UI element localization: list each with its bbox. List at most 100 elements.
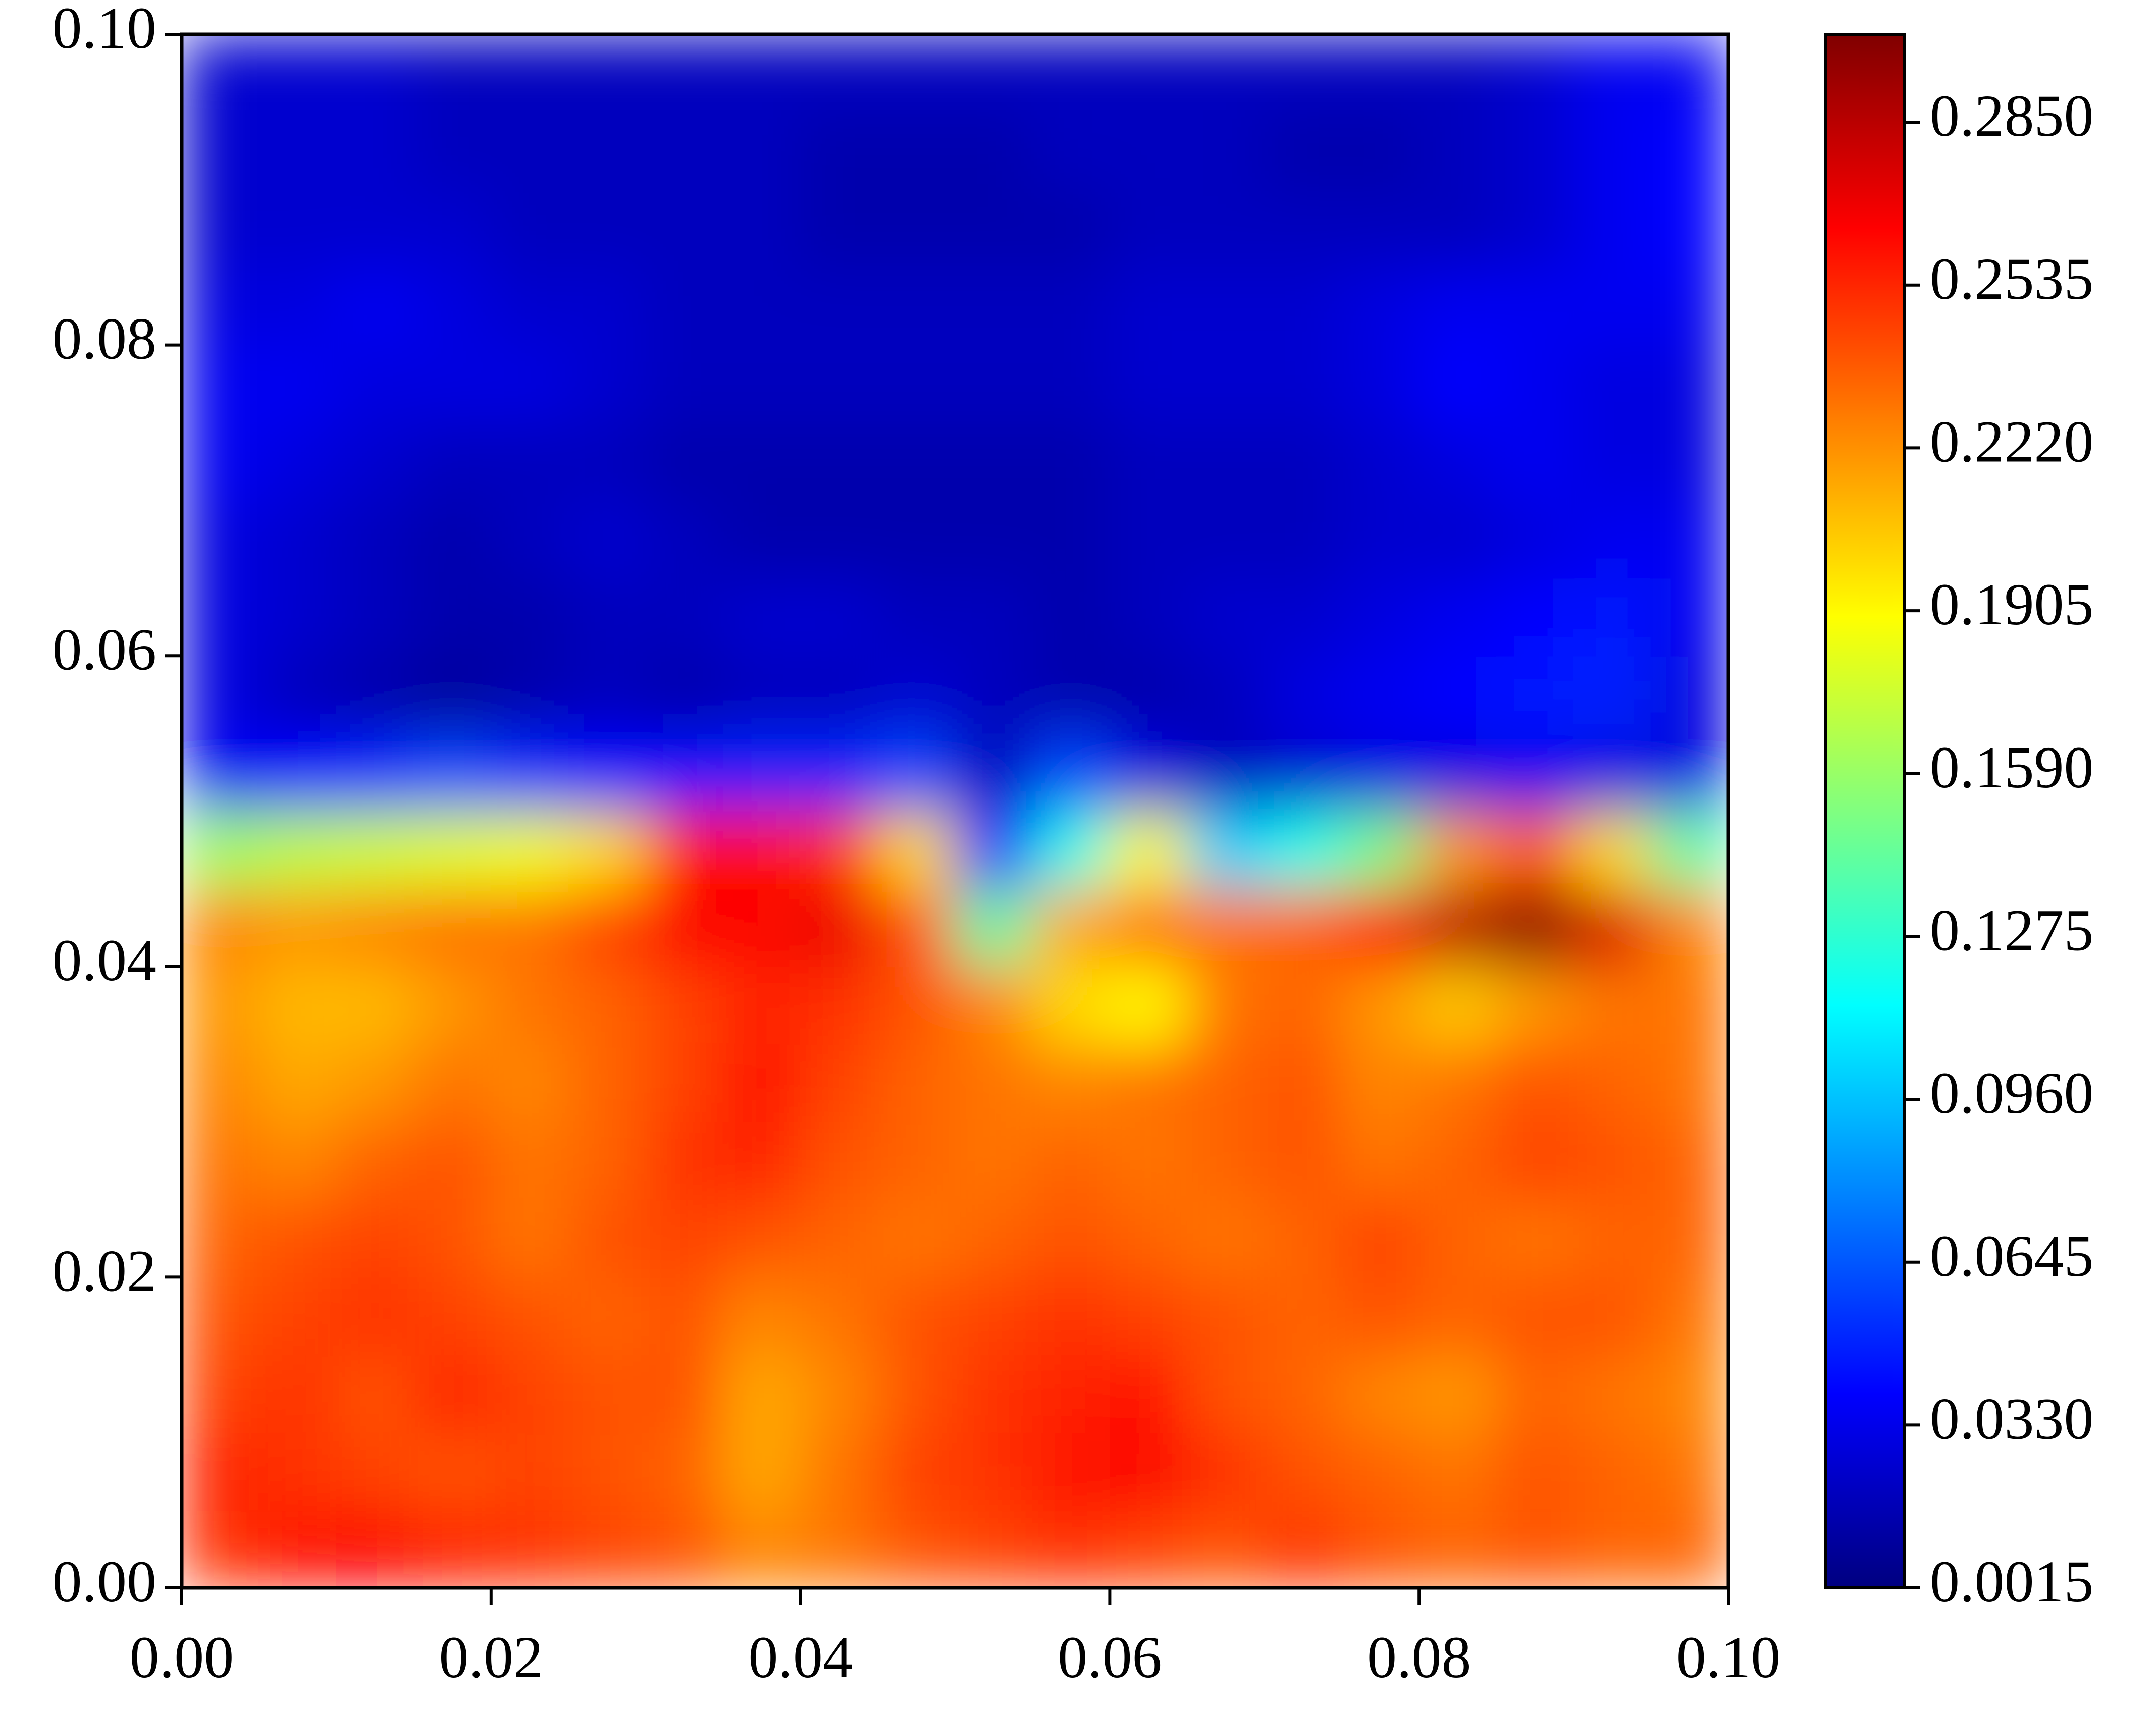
heatmap-cell: [877, 1432, 956, 1511]
heatmap-cell: [1418, 1354, 1497, 1433]
heatmap-cell: [490, 1354, 569, 1433]
heatmap-cell: [955, 189, 1033, 268]
heatmap-cell: [1418, 966, 1497, 1045]
heatmap-cell: [1650, 189, 1728, 268]
heatmap-cell: [722, 422, 801, 501]
heatmap-cell: [1341, 1121, 1420, 1200]
heatmap-cell: [722, 577, 801, 657]
heatmap-cell: [1341, 733, 1420, 812]
heatmap-cell: [877, 1121, 956, 1200]
heatmap-cell: [1341, 34, 1420, 113]
heatmap-cell: [182, 34, 260, 113]
heatmap-cell: [1032, 34, 1111, 113]
heatmap-cell: [490, 655, 569, 734]
heatmap-cell: [1496, 811, 1574, 889]
heatmap-cell: [413, 655, 492, 734]
heatmap-cell: [722, 1043, 801, 1122]
heatmap-cell: [1186, 1276, 1265, 1356]
heatmap-cell: [1109, 111, 1188, 190]
heatmap-cell: [1109, 189, 1188, 268]
heatmap-cell: [800, 888, 878, 967]
heatmap-cell: [955, 1199, 1033, 1278]
heatmap-cell: [955, 266, 1033, 346]
heatmap-cell: [258, 344, 337, 423]
heatmap-cell: [1573, 888, 1652, 967]
heatmap-cell: [1418, 1121, 1497, 1200]
heatmap-cell: [1418, 888, 1497, 967]
heatmap-cell: [1496, 1354, 1574, 1433]
heatmap-cell: [1418, 266, 1497, 346]
heatmap-cell: [1264, 1121, 1342, 1200]
heatmap-cell: [1650, 422, 1728, 501]
heatmap-cell: [1264, 111, 1342, 190]
heatmap-cell: [1341, 1354, 1420, 1433]
heatmap-cell: [490, 34, 569, 113]
heatmap-cell: [413, 1354, 492, 1433]
heatmap-cell: [568, 1276, 647, 1356]
heatmap-cell: [1418, 1510, 1497, 1588]
heatmap-cell: [1650, 577, 1728, 657]
x-tick-label: 0.06: [1058, 1624, 1162, 1690]
heatmap-cell: [1264, 811, 1342, 889]
heatmap-cell: [1109, 966, 1188, 1045]
heatmap-cell: [1186, 655, 1265, 734]
heatmap-cell: [1186, 811, 1265, 889]
heatmap-cell: [182, 1121, 260, 1200]
heatmap-cell: [1573, 1199, 1652, 1278]
heatmap-cell: [258, 655, 337, 734]
heatmap-cell: [258, 1354, 337, 1433]
heatmap-cell: [800, 344, 878, 423]
heatmap-cell: [1650, 34, 1728, 113]
heatmap-cell: [1186, 422, 1265, 501]
heatmap-cell: [1186, 189, 1265, 268]
heatmap-cell: [413, 500, 492, 579]
heatmap-cell: [336, 811, 414, 889]
colorbar-tick-label: 0.1275: [1930, 897, 2094, 963]
heatmap-cell: [490, 1432, 569, 1511]
heatmap-cell: [1032, 1199, 1111, 1278]
heatmap-cell: [1264, 1510, 1342, 1588]
heatmap-cell: [645, 577, 724, 657]
heatmap-cell: [413, 422, 492, 501]
heatmap-cell: [722, 655, 801, 734]
heatmap-cell: [490, 266, 569, 346]
heatmap-cell: [568, 1510, 647, 1588]
heatmap-cell: [1264, 500, 1342, 579]
heatmap-cell: [722, 888, 801, 967]
heatmap-cell: [877, 577, 956, 657]
heatmap-cell: [1186, 344, 1265, 423]
heatmap-cell: [645, 1510, 724, 1588]
y-tick-label: 0.10: [52, 0, 157, 61]
heatmap-cell: [1573, 1043, 1652, 1122]
heatmap-cell: [1573, 811, 1652, 889]
heatmap-cell: [413, 344, 492, 423]
heatmap-cell: [722, 733, 801, 812]
heatmap-cell: [1496, 189, 1574, 268]
heatmap-cell: [1341, 1432, 1420, 1511]
heatmap-cell: [1418, 1199, 1497, 1278]
heatmap-cell: [1418, 577, 1497, 657]
heatmap-cell: [413, 733, 492, 812]
heatmap-cell: [955, 577, 1033, 657]
heatmap-cell: [1650, 111, 1728, 190]
heatmap-cell: [1032, 1121, 1111, 1200]
heatmap-cell: [645, 111, 724, 190]
heatmap-cell: [722, 500, 801, 579]
heatmap-cell: [877, 344, 956, 423]
heatmap-cell: [1032, 344, 1111, 423]
heatmap-cell: [1264, 966, 1342, 1045]
colorbar-tick-label: 0.0645: [1930, 1223, 2094, 1289]
heatmap-cell: [490, 500, 569, 579]
heatmap-cell: [1573, 266, 1652, 346]
heatmap-cell: [1341, 500, 1420, 579]
heatmap-cell: [1573, 344, 1652, 423]
heatmap-cell: [413, 966, 492, 1045]
heatmap-cell: [800, 189, 878, 268]
y-tick-label: 0.06: [52, 616, 157, 682]
heatmap-cell: [336, 1199, 414, 1278]
heatmap-cell: [182, 1510, 260, 1588]
y-tick-label: 0.04: [52, 927, 157, 993]
colorbar-tick-label: 0.0960: [1930, 1060, 2094, 1126]
heatmap-cell: [413, 266, 492, 346]
heatmap-cell: [1264, 577, 1342, 657]
